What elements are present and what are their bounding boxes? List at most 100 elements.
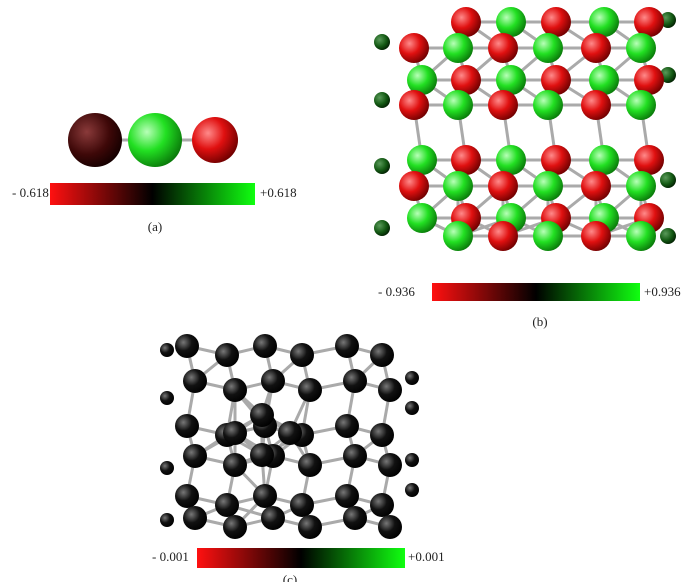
- atom: [261, 506, 285, 530]
- atom: [160, 343, 174, 357]
- atom: [533, 33, 563, 63]
- atom: [399, 171, 429, 201]
- atom: [405, 483, 419, 497]
- color-bar: [432, 283, 640, 301]
- atom: [261, 369, 285, 393]
- atom: [407, 65, 437, 95]
- atom: [581, 221, 611, 251]
- atom: [223, 453, 247, 477]
- atom: [407, 203, 437, 233]
- atom: [496, 65, 526, 95]
- atom: [290, 343, 314, 367]
- atom: [541, 7, 571, 37]
- atom: [626, 171, 656, 201]
- atom: [343, 369, 367, 393]
- atom: [223, 515, 247, 539]
- atom: [488, 171, 518, 201]
- atom: [370, 423, 394, 447]
- atom: [290, 493, 314, 517]
- atom: [253, 484, 277, 508]
- atom: [183, 444, 207, 468]
- atom: [660, 228, 676, 244]
- atom: [533, 171, 563, 201]
- atom: [160, 461, 174, 475]
- atom: [451, 65, 481, 95]
- atom: [128, 113, 182, 167]
- atom: [660, 172, 676, 188]
- atom: [634, 65, 664, 95]
- atom: [335, 484, 359, 508]
- atom: [660, 67, 676, 83]
- molecule-b: [374, 7, 676, 251]
- atom: [541, 65, 571, 95]
- atom: [581, 33, 611, 63]
- atom: [378, 515, 402, 539]
- atom: [399, 33, 429, 63]
- atom: [335, 334, 359, 358]
- atom: [278, 421, 302, 445]
- atom: [374, 92, 390, 108]
- atom: [223, 421, 247, 445]
- atom: [533, 221, 563, 251]
- atom: [215, 343, 239, 367]
- atom: [374, 34, 390, 50]
- caption: (a): [148, 219, 162, 234]
- atom: [374, 158, 390, 174]
- atom: [399, 90, 429, 120]
- atom: [343, 506, 367, 530]
- atom: [496, 7, 526, 37]
- atom: [175, 484, 199, 508]
- atom: [183, 369, 207, 393]
- atom: [634, 7, 664, 37]
- min-label: - 0.936: [378, 284, 415, 299]
- atom: [192, 117, 238, 163]
- atom: [374, 220, 390, 236]
- atom: [160, 513, 174, 527]
- atom: [488, 221, 518, 251]
- atom: [488, 90, 518, 120]
- atom: [215, 493, 239, 517]
- atom: [443, 90, 473, 120]
- atom: [541, 145, 571, 175]
- atom: [175, 334, 199, 358]
- atom: [488, 33, 518, 63]
- atom: [160, 391, 174, 405]
- atom: [634, 145, 664, 175]
- min-label: - 0.618: [12, 185, 49, 200]
- atom: [443, 221, 473, 251]
- atom: [626, 90, 656, 120]
- color-bar: [197, 548, 405, 568]
- atom: [343, 444, 367, 468]
- min-label: - 0.001: [152, 549, 189, 564]
- atom: [581, 90, 611, 120]
- atom: [335, 414, 359, 438]
- color-bar: [50, 183, 255, 205]
- atom: [405, 453, 419, 467]
- atom: [589, 7, 619, 37]
- atom: [405, 371, 419, 385]
- atom: [626, 221, 656, 251]
- atom: [660, 12, 676, 28]
- atom: [68, 113, 122, 167]
- atom: [298, 453, 322, 477]
- atom: [443, 33, 473, 63]
- atom: [378, 378, 402, 402]
- atom: [378, 453, 402, 477]
- atom: [443, 171, 473, 201]
- atom: [253, 334, 277, 358]
- atom: [298, 515, 322, 539]
- atom: [405, 401, 419, 415]
- max-label: +0.618: [260, 185, 297, 200]
- atom: [175, 414, 199, 438]
- atom: [581, 171, 611, 201]
- atom: [451, 145, 481, 175]
- atom: [589, 145, 619, 175]
- molecule-a: [68, 113, 238, 167]
- caption: (c): [283, 572, 297, 582]
- max-label: +0.001: [408, 549, 445, 564]
- atom: [250, 403, 274, 427]
- atom: [533, 90, 563, 120]
- atom: [496, 145, 526, 175]
- atom: [183, 506, 207, 530]
- atom: [223, 378, 247, 402]
